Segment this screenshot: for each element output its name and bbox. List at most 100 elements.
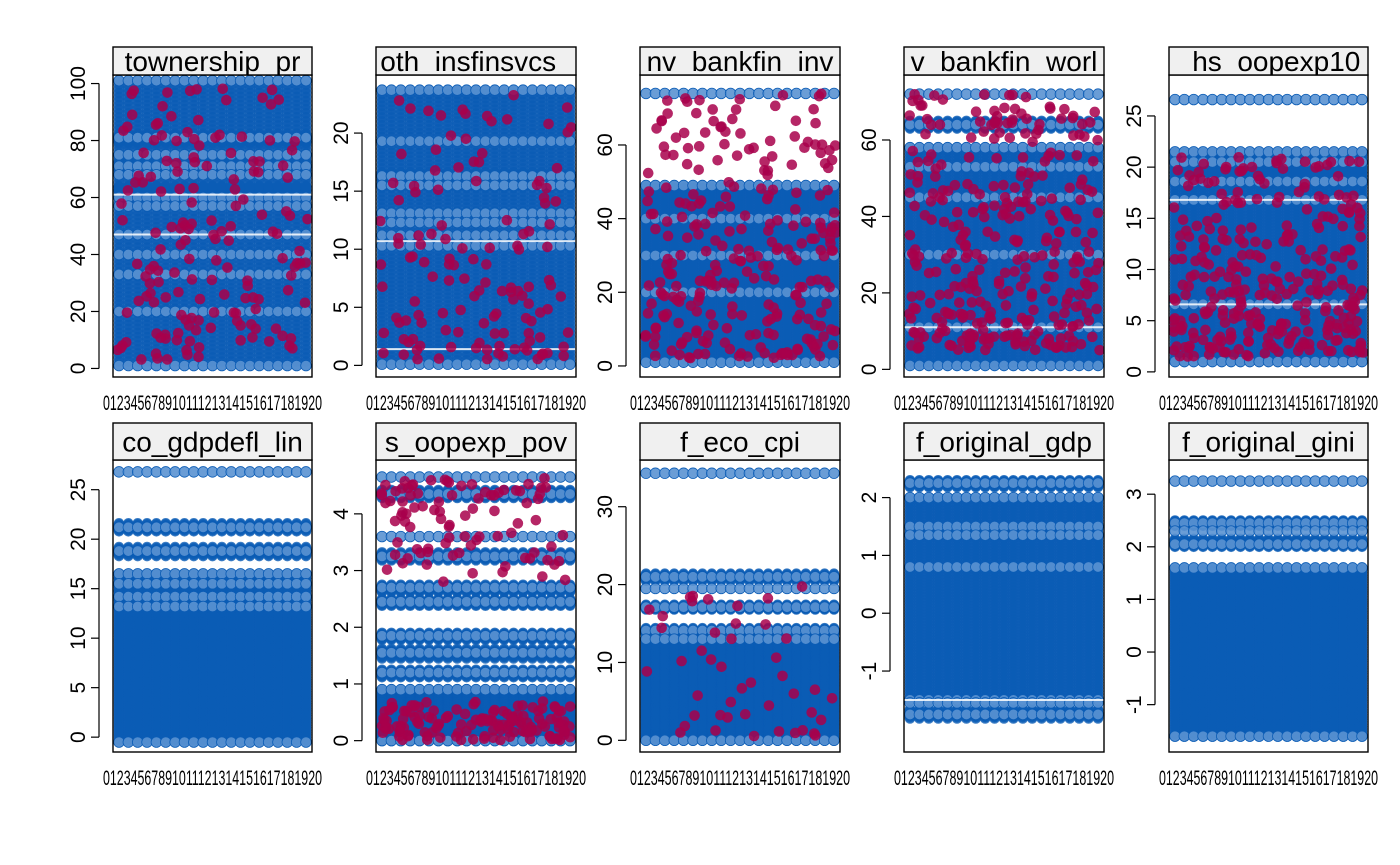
- red-point: [489, 328, 501, 339]
- red-point: [174, 183, 185, 195]
- red-point: [115, 342, 127, 354]
- red-point: [445, 341, 457, 353]
- blue-level-point: [300, 169, 312, 181]
- blue-point: [207, 180, 218, 192]
- red-point: [523, 226, 535, 237]
- red-point: [396, 148, 407, 160]
- red-point: [169, 267, 180, 278]
- red-point: [481, 259, 492, 270]
- y-tick-label: 40: [67, 243, 90, 266]
- red-point: [271, 228, 283, 240]
- x-tick-labels: 01234567891011121314151617181920: [103, 392, 322, 415]
- y-tick-label: 60: [67, 186, 90, 209]
- blue-point: [216, 180, 228, 192]
- red-point: [150, 348, 162, 359]
- red-point: [512, 240, 523, 252]
- red-point: [498, 327, 509, 339]
- red-point: [217, 83, 229, 95]
- red-point: [541, 182, 552, 194]
- blue-level-point: [564, 84, 576, 96]
- red-point: [186, 197, 197, 208]
- red-point: [476, 148, 488, 159]
- red-point: [481, 353, 493, 365]
- blue-level-point: [300, 75, 312, 87]
- red-point: [131, 258, 143, 270]
- red-point: [393, 95, 405, 106]
- red-point: [266, 84, 278, 96]
- red-point: [150, 227, 161, 239]
- red-point: [480, 277, 491, 288]
- red-point: [176, 309, 187, 321]
- red-point: [555, 291, 567, 302]
- red-point: [225, 147, 237, 159]
- panel-plot-area: [376, 84, 576, 370]
- blue-level-point: [564, 179, 576, 192]
- red-point: [157, 100, 168, 112]
- red-point: [376, 259, 387, 270]
- blue-point: [253, 180, 265, 192]
- red-point: [236, 131, 248, 143]
- y-tick-label: 20: [330, 121, 353, 144]
- red-point: [484, 242, 496, 254]
- y-tick-label: 5: [330, 301, 353, 313]
- blue-point: [272, 180, 284, 192]
- red-point: [523, 281, 535, 293]
- red-point: [235, 335, 246, 346]
- y-tick-label: 80: [67, 129, 90, 152]
- red-point: [460, 108, 471, 120]
- red-point: [542, 241, 553, 253]
- red-point: [191, 84, 202, 95]
- red-point: [141, 291, 152, 302]
- red-point: [270, 323, 282, 335]
- red-point: [289, 136, 300, 147]
- red-point: [138, 147, 149, 159]
- red-point: [201, 160, 213, 172]
- red-point: [539, 198, 551, 209]
- red-point: [481, 344, 493, 355]
- red-point: [230, 200, 242, 212]
- red-point: [206, 215, 217, 226]
- red-point: [393, 194, 405, 206]
- red-point: [118, 125, 129, 137]
- blue-level-point: [300, 200, 312, 212]
- red-point: [432, 184, 444, 196]
- red-point: [398, 349, 410, 360]
- red-point: [194, 293, 206, 305]
- red-point: [117, 215, 128, 226]
- red-point: [440, 233, 451, 245]
- red-point: [256, 209, 268, 221]
- red-point: [211, 255, 222, 266]
- red-point: [400, 315, 412, 326]
- red-point: [150, 119, 162, 131]
- blue-level-point: [300, 149, 312, 161]
- red-point: [166, 221, 178, 233]
- red-point: [155, 186, 167, 197]
- y-tick-label: 100: [67, 66, 90, 101]
- red-point: [181, 344, 192, 356]
- red-point: [250, 303, 262, 315]
- red-point: [171, 157, 182, 169]
- blue-point: [113, 180, 125, 192]
- red-point: [481, 110, 493, 122]
- red-point: [161, 155, 173, 167]
- red-point: [152, 265, 164, 276]
- red-point: [473, 156, 485, 168]
- red-point: [519, 342, 530, 353]
- red-point: [377, 281, 388, 292]
- y-tick-label: 20: [67, 300, 90, 323]
- x-tick-labels: 01234567891011121314151617181920: [366, 392, 586, 415]
- red-point: [413, 309, 424, 321]
- red-point: [177, 217, 189, 228]
- red-point: [193, 351, 204, 363]
- y-tick-label: 15: [330, 179, 353, 202]
- red-point: [133, 295, 145, 307]
- red-point: [148, 135, 160, 146]
- red-point: [214, 129, 225, 141]
- red-point: [122, 185, 134, 196]
- red-point: [508, 294, 519, 305]
- red-point: [155, 244, 166, 255]
- red-point: [470, 175, 482, 187]
- red-point: [551, 162, 563, 174]
- red-point: [460, 133, 472, 145]
- red-point: [144, 264, 156, 275]
